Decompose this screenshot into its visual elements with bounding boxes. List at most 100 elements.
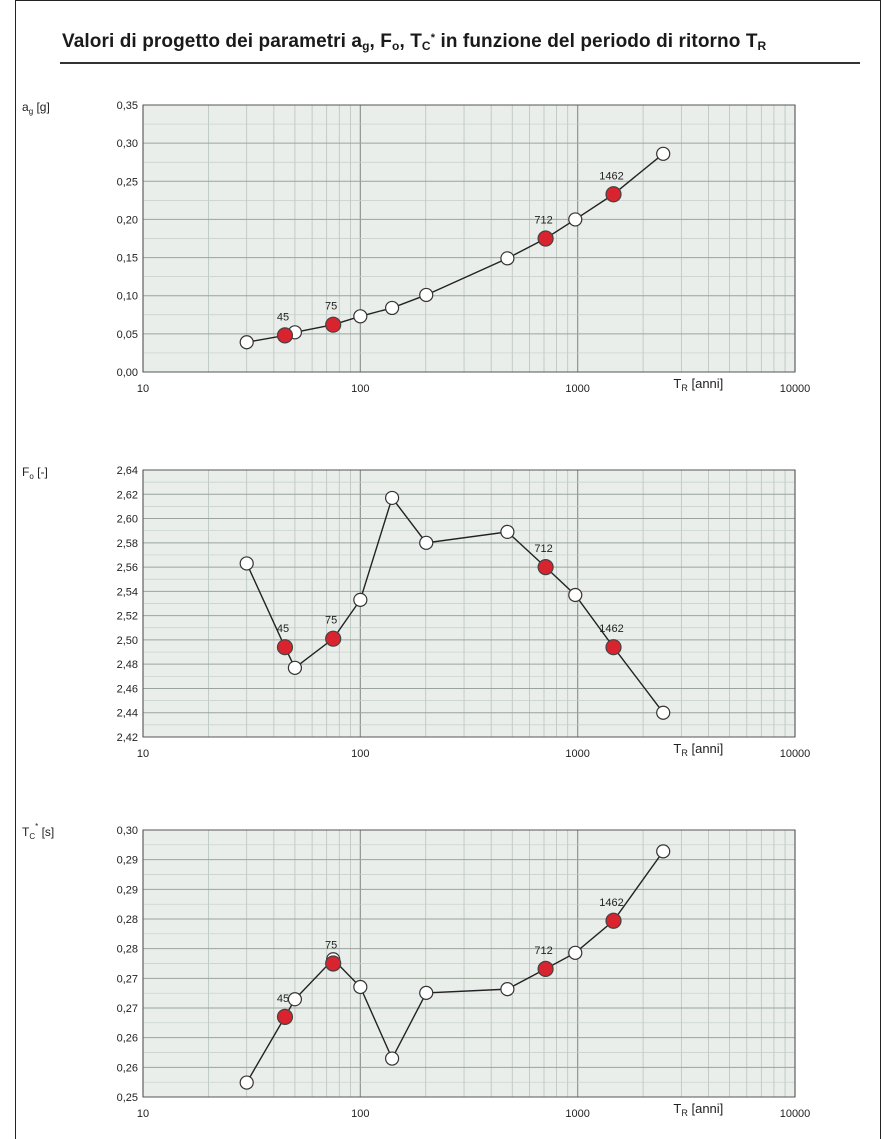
- y-tick-label: 0,29: [117, 884, 138, 896]
- data-point: [384, 300, 400, 316]
- y-tick-label: 2,60: [117, 514, 138, 526]
- y-tick-label: 2,62: [117, 489, 138, 501]
- highlighted-point: [537, 960, 554, 977]
- y-tick-label: 0,35: [117, 100, 138, 112]
- y-tick-label: 0,00: [117, 367, 138, 379]
- x-tick-label: 10000: [780, 1108, 811, 1120]
- y-tick-label: 0,30: [117, 138, 138, 150]
- page-border-top: [15, 0, 881, 1]
- data-point: [384, 490, 400, 506]
- point-label: 45: [277, 311, 289, 323]
- page-border-right: [880, 0, 881, 1139]
- data-point: [656, 844, 671, 859]
- y-tick-label: 2,46: [117, 683, 138, 695]
- y-tick-label: 0,10: [117, 291, 138, 303]
- page-border-left: [15, 0, 16, 1139]
- highlighted-point: [276, 639, 294, 656]
- fo-chart: 2,42 2,44 2,46 2,48 2,50 2,52 2,54 2,56 2,58 2,60…: [22, 465, 811, 760]
- y-tick-label: 2,56: [117, 562, 138, 574]
- point-label: 712: [534, 215, 552, 227]
- y-tick-label: 2,54: [117, 586, 138, 598]
- y-tick-label: 0,28: [117, 914, 138, 926]
- title-underline: [60, 62, 860, 64]
- x-tick-label: 10000: [780, 383, 811, 395]
- data-point: [239, 335, 254, 350]
- data-point: [353, 979, 368, 995]
- y-tick-label: 0,28: [117, 944, 138, 956]
- data-point: [384, 1051, 400, 1066]
- data-point: [568, 587, 583, 603]
- tc-chart: 0,25 0,26 0,26 0,27 0,27 0,28 0,28 0,29 0,29 0,30…: [22, 822, 811, 1120]
- x-tick-label: 100: [351, 748, 369, 760]
- y-tick-label: 2,50: [117, 635, 138, 647]
- y-axis-label: ag [g]: [22, 100, 50, 116]
- plot-border: [142, 469, 796, 738]
- x-tick-label: 100: [351, 1108, 369, 1120]
- y-tick-label: 0,20: [117, 214, 138, 226]
- point-label: 1462: [599, 623, 623, 635]
- highlighted-point: [276, 327, 294, 344]
- x-tick-label: 1000: [565, 1108, 589, 1120]
- highlighted-point: [605, 639, 622, 656]
- x-axis-label: TR [anni]: [673, 1101, 723, 1118]
- highlighted-point: [537, 558, 554, 576]
- y-tick-label: 2,44: [117, 708, 138, 720]
- x-tick-label: 10: [137, 1108, 149, 1120]
- data-point: [239, 556, 254, 571]
- highlighted-point: [605, 912, 622, 929]
- data-point: [419, 985, 434, 1000]
- x-axis-label: TR [anni]: [673, 376, 723, 393]
- highlighted-point: [325, 955, 342, 972]
- point-label: 75: [325, 940, 337, 952]
- data-point: [500, 524, 515, 539]
- point-label: 712: [534, 945, 552, 957]
- y-tick-label: 0,30: [117, 825, 138, 837]
- plot-border: [142, 829, 796, 1098]
- highlighted-point: [325, 630, 342, 647]
- y-tick-label: 2,52: [117, 611, 138, 623]
- point-label: 1462: [599, 897, 623, 909]
- y-tick-label: 2,58: [117, 538, 138, 550]
- x-tick-label: 10000: [780, 748, 811, 760]
- x-tick-label: 1000: [565, 748, 589, 760]
- data-point: [419, 287, 434, 303]
- x-tick-label: 100: [351, 383, 369, 395]
- x-tick-label: 1000: [565, 383, 589, 395]
- data-point: [287, 660, 303, 675]
- data-point: [656, 146, 671, 161]
- point-label: 712: [534, 543, 552, 555]
- point-label: 45: [277, 623, 289, 635]
- data-point: [500, 982, 515, 997]
- x-tick-label: 10: [137, 383, 149, 395]
- x-axis-label: TR [anni]: [673, 741, 723, 758]
- x-tick-label: 10: [137, 748, 149, 760]
- highlighted-point: [276, 1008, 294, 1025]
- data-point: [500, 251, 515, 266]
- y-tick-label: 2,64: [117, 465, 138, 477]
- plot-border: [142, 104, 796, 373]
- highlighted-point: [605, 186, 622, 203]
- point-label: 75: [325, 615, 337, 627]
- figure-title: Valori di progetto dei parametri ag, Fo,…: [62, 31, 767, 53]
- highlighted-point: [325, 316, 342, 333]
- data-point: [568, 945, 583, 960]
- data-point: [568, 212, 583, 227]
- data-point: [353, 309, 368, 324]
- data-point: [656, 705, 671, 720]
- data-point: [419, 535, 434, 550]
- y-tick-label: 2,42: [117, 732, 138, 744]
- y-tick-label: 0,27: [117, 1003, 138, 1015]
- point-label: 75: [325, 301, 337, 313]
- data-point: [287, 992, 303, 1007]
- y-tick-label: 0,05: [117, 329, 138, 341]
- point-label: 45: [277, 993, 289, 1005]
- y-tick-label: 0,26: [117, 1062, 138, 1074]
- y-tick-label: 0,26: [117, 1033, 138, 1045]
- y-axis-label: TC* [s]: [22, 822, 54, 841]
- highlighted-point: [537, 230, 554, 247]
- y-axis-label: Fo [-]: [22, 465, 48, 481]
- y-tick-label: 0,25: [117, 1092, 138, 1104]
- y-tick-label: 0,15: [117, 253, 138, 265]
- point-label: 1462: [599, 170, 623, 182]
